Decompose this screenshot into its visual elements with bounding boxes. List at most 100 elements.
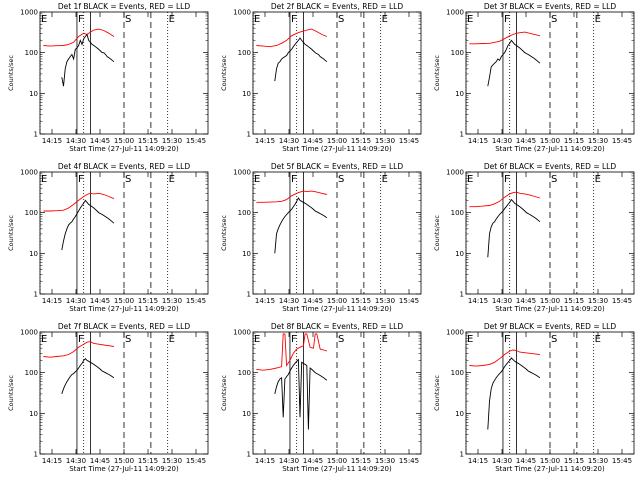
panel-svg: Det 7f BLACK = Events, RED = LLD E F S E 1 10 1…	[7, 322, 209, 473]
y-tick-label: 1000	[20, 329, 38, 337]
x-tick-label: 14:15	[255, 297, 275, 305]
x-tick-label: 14:45	[303, 137, 323, 145]
x-tick-label: 15:45	[612, 137, 632, 145]
x-tick-label: 15:30	[375, 457, 395, 465]
marker-label: E	[595, 334, 601, 345]
panel-svg: Det 5f BLACK = Events, RED = LLD E F S E 1 10 1…	[220, 162, 422, 313]
panel-title: Det 6f BLACK = Events, RED = LLD	[484, 162, 617, 171]
x-tick-label: 15:15	[138, 137, 158, 145]
x-tick-label: 15:45	[186, 297, 206, 305]
y-tick-label: 1	[247, 451, 251, 459]
marker-label: S	[338, 334, 344, 345]
marker-label: F	[291, 14, 297, 25]
y-tick-label: 100	[451, 369, 464, 377]
detector-panel: Det 9f BLACK = Events, RED = LLD E F S E 1 10 1…	[426, 320, 639, 480]
x-tick-label: 14:30	[279, 297, 299, 305]
x-axis-label: Start Time (27-Jul-11 14:09:20)	[495, 465, 605, 473]
panel-title: Det 3f BLACK = Events, RED = LLD	[484, 2, 617, 11]
series-lld-line	[469, 349, 540, 367]
y-tick-label: 1000	[446, 169, 464, 177]
x-tick-label: 14:45	[516, 137, 536, 145]
y-tick-label: 1000	[20, 169, 38, 177]
series-lld-line	[43, 341, 114, 358]
marker-label: S	[338, 174, 344, 185]
marker-label: E	[169, 174, 175, 185]
detector-panel: Det 6f BLACK = Events, RED = LLD E F S E 1 10 1…	[426, 160, 639, 320]
x-tick-label: 14:45	[90, 137, 110, 145]
marker-label: F	[78, 174, 84, 185]
x-tick-label: 14:15	[468, 297, 488, 305]
marker-label: S	[125, 334, 131, 345]
marker-label: E	[382, 174, 388, 185]
marker-label: S	[551, 334, 557, 345]
y-axis-label: Counts/sec	[7, 375, 15, 411]
y-tick-label: 100	[451, 49, 464, 57]
y-tick-label: 100	[451, 209, 464, 217]
panel-svg: Det 6f BLACK = Events, RED = LLD E F S E 1 10 1…	[433, 162, 635, 313]
marker-label: E	[467, 14, 473, 25]
marker-label: F	[504, 174, 510, 185]
y-tick-label: 100	[238, 209, 251, 217]
x-tick-label: 15:15	[138, 457, 158, 465]
x-tick-label: 15:30	[162, 137, 182, 145]
y-tick-label: 10	[242, 250, 251, 258]
x-tick-label: 15:15	[564, 297, 584, 305]
marker-label: S	[125, 174, 131, 185]
marker-label: E	[382, 14, 388, 25]
y-tick-label: 10	[29, 410, 38, 418]
series-lld-line	[256, 28, 328, 48]
x-tick-label: 15:45	[399, 457, 419, 465]
x-tick-label: 14:30	[492, 457, 512, 465]
y-axis-label: Counts/sec	[433, 215, 441, 251]
x-tick-label: 14:45	[516, 297, 536, 305]
series-lld-line	[256, 333, 328, 371]
panel-svg: Det 1f BLACK = Events, RED = LLD E F S E 1 10 1…	[7, 2, 209, 153]
x-tick-label: 14:30	[492, 297, 512, 305]
y-tick-label: 10	[242, 90, 251, 98]
x-tick-label: 15:15	[351, 137, 371, 145]
x-tick-label: 15:00	[114, 137, 134, 145]
detector-panel: Det 2f BLACK = Events, RED = LLD E F S E 1 10 1…	[213, 0, 426, 160]
x-tick-label: 14:45	[90, 297, 110, 305]
y-tick-label: 1	[460, 451, 464, 459]
x-tick-label: 14:15	[42, 457, 62, 465]
panel-title: Det 2f BLACK = Events, RED = LLD	[271, 2, 404, 11]
marker-label: E	[467, 334, 473, 345]
series-events-line	[61, 199, 115, 251]
y-tick-label: 1000	[446, 329, 464, 337]
x-tick-label: 15:00	[327, 137, 347, 145]
x-tick-label: 15:45	[186, 457, 206, 465]
x-tick-label: 14:45	[516, 457, 536, 465]
x-tick-label: 14:30	[66, 297, 86, 305]
y-tick-label: 100	[25, 369, 38, 377]
marker-label: S	[551, 174, 557, 185]
panel-title: Det 4f BLACK = Events, RED = LLD	[58, 162, 191, 171]
panel-svg: Det 2f BLACK = Events, RED = LLD E F S E 1 10 1…	[220, 2, 422, 153]
x-tick-label: 14:15	[255, 457, 275, 465]
x-tick-label: 14:30	[279, 137, 299, 145]
x-axis-label: Start Time (27-Jul-11 14:09:20)	[282, 465, 392, 473]
y-tick-label: 1000	[233, 9, 251, 17]
x-tick-label: 14:15	[468, 457, 488, 465]
marker-label: S	[338, 14, 344, 25]
x-tick-label: 15:30	[588, 137, 608, 145]
x-tick-label: 15:00	[540, 297, 560, 305]
y-tick-label: 10	[242, 410, 251, 418]
y-axis-label: Counts/sec	[7, 215, 15, 251]
y-axis-label: Counts/sec	[433, 55, 441, 91]
y-tick-label: 1	[34, 291, 38, 299]
y-tick-label: 1	[34, 131, 38, 139]
y-axis-label: Counts/sec	[7, 55, 15, 91]
x-tick-label: 15:45	[399, 137, 419, 145]
x-axis-label: Start Time (27-Jul-11 14:09:20)	[495, 305, 605, 313]
series-lld-line	[43, 192, 115, 212]
x-tick-label: 15:45	[399, 297, 419, 305]
x-tick-label: 15:15	[351, 297, 371, 305]
y-tick-label: 100	[25, 49, 38, 57]
detector-panel: Det 7f BLACK = Events, RED = LLD E F S E 1 10 1…	[0, 320, 213, 480]
y-tick-label: 10	[455, 250, 464, 258]
y-tick-label: 100	[238, 49, 251, 57]
x-tick-label: 15:00	[114, 457, 134, 465]
x-tick-label: 15:00	[540, 137, 560, 145]
